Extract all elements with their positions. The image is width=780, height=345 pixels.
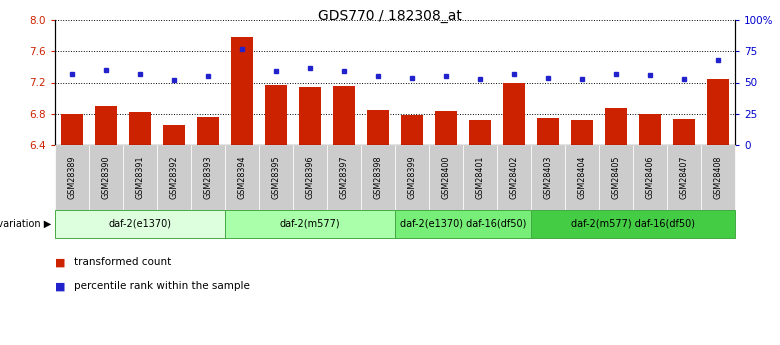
Text: percentile rank within the sample: percentile rank within the sample <box>75 281 250 291</box>
Text: GSM28407: GSM28407 <box>679 156 689 199</box>
Bar <box>265 85 287 145</box>
Text: ■: ■ <box>55 257 66 267</box>
Text: GSM28396: GSM28396 <box>306 156 314 199</box>
Bar <box>163 126 185 145</box>
Text: GSM28392: GSM28392 <box>169 156 179 199</box>
Text: transformed count: transformed count <box>75 257 172 267</box>
Bar <box>639 114 661 145</box>
Text: GSM28390: GSM28390 <box>101 156 111 199</box>
Bar <box>299 87 321 145</box>
Text: GSM28389: GSM28389 <box>68 156 76 199</box>
Text: daf-2(e1370): daf-2(e1370) <box>108 219 172 229</box>
Text: GSM28391: GSM28391 <box>136 156 144 199</box>
Bar <box>605 108 627 145</box>
Text: GSM28408: GSM28408 <box>714 156 722 199</box>
Bar <box>435 111 457 145</box>
Bar <box>333 86 355 145</box>
Text: GSM28406: GSM28406 <box>646 156 654 199</box>
Text: GSM28394: GSM28394 <box>237 156 246 199</box>
Bar <box>537 118 559 145</box>
Bar <box>503 83 525 145</box>
Text: GSM28403: GSM28403 <box>544 156 552 199</box>
Bar <box>571 120 593 145</box>
Bar <box>673 119 695 145</box>
Bar <box>707 79 729 145</box>
Text: GSM28405: GSM28405 <box>612 156 621 199</box>
Bar <box>129 112 151 145</box>
Bar <box>401 115 423 145</box>
Text: GSM28395: GSM28395 <box>271 156 281 199</box>
Text: GDS770 / 182308_at: GDS770 / 182308_at <box>318 9 462 23</box>
Text: GSM28397: GSM28397 <box>339 156 349 199</box>
Bar <box>61 114 83 145</box>
Text: GSM28398: GSM28398 <box>374 156 382 199</box>
Text: daf-2(m577) daf-16(df50): daf-2(m577) daf-16(df50) <box>571 219 695 229</box>
Text: genotype/variation ▶: genotype/variation ▶ <box>0 219 51 229</box>
Text: GSM28399: GSM28399 <box>407 156 417 199</box>
Text: ■: ■ <box>55 281 66 291</box>
Bar <box>231 37 253 145</box>
Text: GSM28404: GSM28404 <box>577 156 587 199</box>
Text: daf-2(m577): daf-2(m577) <box>280 219 340 229</box>
Text: daf-2(e1370) daf-16(df50): daf-2(e1370) daf-16(df50) <box>400 219 526 229</box>
Bar <box>367 110 389 145</box>
Text: GSM28400: GSM28400 <box>441 156 451 199</box>
Bar <box>95 106 117 145</box>
Bar <box>197 117 219 145</box>
Text: GSM28402: GSM28402 <box>509 156 519 199</box>
Text: GSM28393: GSM28393 <box>204 156 212 199</box>
Bar <box>469 120 491 145</box>
Text: GSM28401: GSM28401 <box>476 156 484 199</box>
